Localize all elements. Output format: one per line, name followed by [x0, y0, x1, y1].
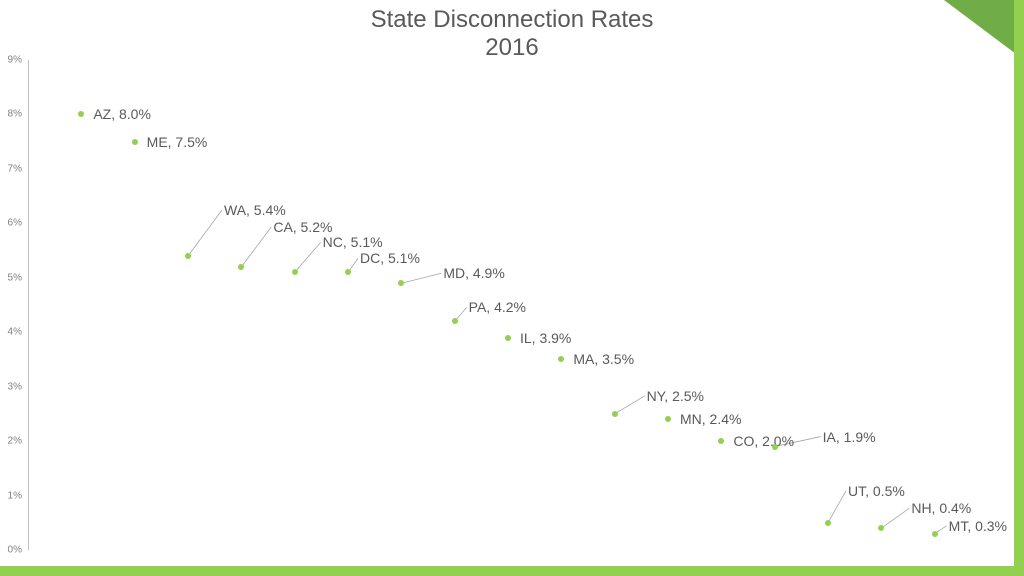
chart-title: State Disconnection Rates 2016	[0, 6, 1024, 61]
title-line2: 2016	[485, 34, 538, 61]
data-point	[718, 438, 724, 444]
scatter-plot: 0%1%2%3%4%5%6%7%8%9%AZ, 8.0%ME, 7.5%WA, …	[28, 60, 988, 550]
data-point	[558, 356, 564, 362]
y-tick: 1%	[8, 490, 22, 501]
data-label: MA, 3.5%	[573, 351, 634, 367]
data-point	[665, 416, 671, 422]
y-axis	[28, 60, 29, 550]
title-line1: State Disconnection Rates	[371, 6, 654, 33]
data-label: DC, 5.1%	[360, 250, 420, 266]
bottom-border	[0, 566, 1024, 576]
data-point	[878, 525, 884, 531]
y-tick: 7%	[8, 163, 22, 174]
data-label: MT, 0.3%	[949, 518, 1007, 534]
data-label: PA, 4.2%	[469, 299, 526, 315]
data-label: CO, 2.0%	[733, 433, 794, 449]
y-tick: 3%	[8, 381, 22, 392]
data-label: NC, 5.1%	[323, 234, 383, 250]
data-point	[292, 269, 298, 275]
y-tick: 0%	[8, 545, 22, 556]
data-label: CA, 5.2%	[273, 219, 332, 235]
y-tick: 4%	[8, 327, 22, 338]
data-label: NY, 2.5%	[647, 388, 704, 404]
y-tick: 5%	[8, 272, 22, 283]
data-label: MN, 2.4%	[680, 411, 741, 427]
data-label: NH, 0.4%	[911, 500, 971, 516]
data-label: MD, 4.9%	[443, 265, 504, 281]
y-tick: 6%	[8, 218, 22, 229]
data-point	[612, 411, 618, 417]
data-point	[132, 139, 138, 145]
data-label: AZ, 8.0%	[93, 106, 151, 122]
corner-accent-dark	[944, 0, 1024, 60]
data-label: IL, 3.9%	[520, 330, 571, 346]
data-point	[825, 520, 831, 526]
data-point	[238, 264, 244, 270]
data-point	[78, 111, 84, 117]
data-label: ME, 7.5%	[147, 134, 208, 150]
y-tick: 8%	[8, 109, 22, 120]
data-point	[932, 531, 938, 537]
right-border	[1014, 0, 1024, 576]
data-point	[185, 253, 191, 259]
data-label: IA, 1.9%	[823, 429, 876, 445]
data-point	[398, 280, 404, 286]
data-label: WA, 5.4%	[224, 202, 286, 218]
data-point	[772, 444, 778, 450]
data-point	[345, 269, 351, 275]
data-label: UT, 0.5%	[848, 483, 905, 499]
y-tick: 2%	[8, 436, 22, 447]
data-point	[452, 318, 458, 324]
data-point	[505, 335, 511, 341]
y-tick: 9%	[8, 55, 22, 66]
